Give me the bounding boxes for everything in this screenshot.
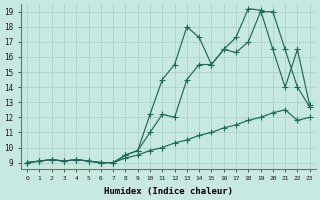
X-axis label: Humidex (Indice chaleur): Humidex (Indice chaleur) — [104, 187, 233, 196]
